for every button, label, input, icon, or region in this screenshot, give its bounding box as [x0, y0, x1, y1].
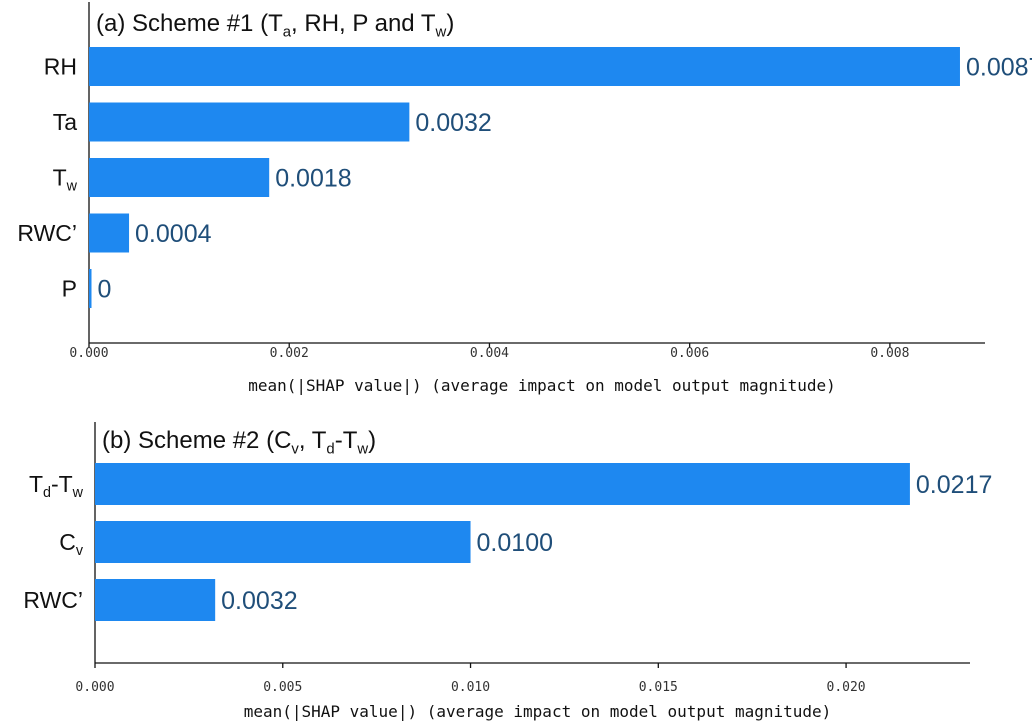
value-label: 0.0087: [966, 54, 1032, 82]
value-label: 0.0004: [135, 220, 212, 248]
value-label: 0.0217: [916, 471, 992, 499]
value-label: 0.0100: [477, 529, 553, 557]
bar: [95, 463, 910, 505]
category-label: RWC’: [17, 220, 77, 246]
x-tick-label: 0.000: [75, 680, 114, 695]
x-tick-label: 0.008: [870, 346, 909, 361]
x-tick-label: 0.006: [670, 346, 709, 361]
x-axis-label: mean(|SHAP value|) (average impact on mo…: [248, 376, 836, 395]
x-tick-label: 0.000: [69, 346, 108, 361]
x-tick-label: 0.004: [470, 346, 509, 361]
x-tick-label: 0.020: [827, 680, 866, 695]
value-label: 0: [98, 276, 112, 304]
panel-title: (a) Scheme #1 (Ta​, RH, P and Tw​): [96, 10, 454, 40]
category-label: Td​-Tw​: [29, 471, 84, 501]
bar: [95, 521, 471, 563]
x-tick-label: 0.015: [639, 680, 678, 695]
value-label: 0.0032: [415, 109, 491, 137]
x-axis-label: mean(|SHAP value|) (average impact on mo…: [244, 702, 832, 721]
value-label: 0.0032: [221, 587, 297, 615]
bar: [89, 269, 92, 308]
bar: [89, 47, 960, 86]
panel-title: (b) Scheme #2 (Cv​, Td​-Tw​): [102, 427, 376, 457]
category-label: Cv​: [59, 529, 84, 559]
category-label: Ta: [53, 109, 78, 135]
x-tick-label: 0.005: [263, 680, 302, 695]
category-label: RWC’: [23, 587, 83, 613]
bar: [89, 102, 410, 142]
x-tick-label: 0.010: [451, 680, 490, 695]
panel-b: (b) Scheme #2 (Cv​, Td​-Tw​) Td​-Tw​ 0.021…: [23, 422, 992, 721]
x-tick-label: 0.002: [270, 346, 309, 361]
bar: [89, 158, 270, 197]
panel-a: (a) Scheme #1 (Ta​, RH, P and Tw​) RH 0.00…: [17, 2, 1032, 395]
category-label: Tw​: [53, 165, 78, 195]
value-label: 0.0018: [275, 165, 351, 193]
bar: [89, 213, 130, 253]
bar: [95, 579, 216, 621]
category-label: P: [62, 276, 77, 302]
category-label: RH: [44, 54, 77, 80]
